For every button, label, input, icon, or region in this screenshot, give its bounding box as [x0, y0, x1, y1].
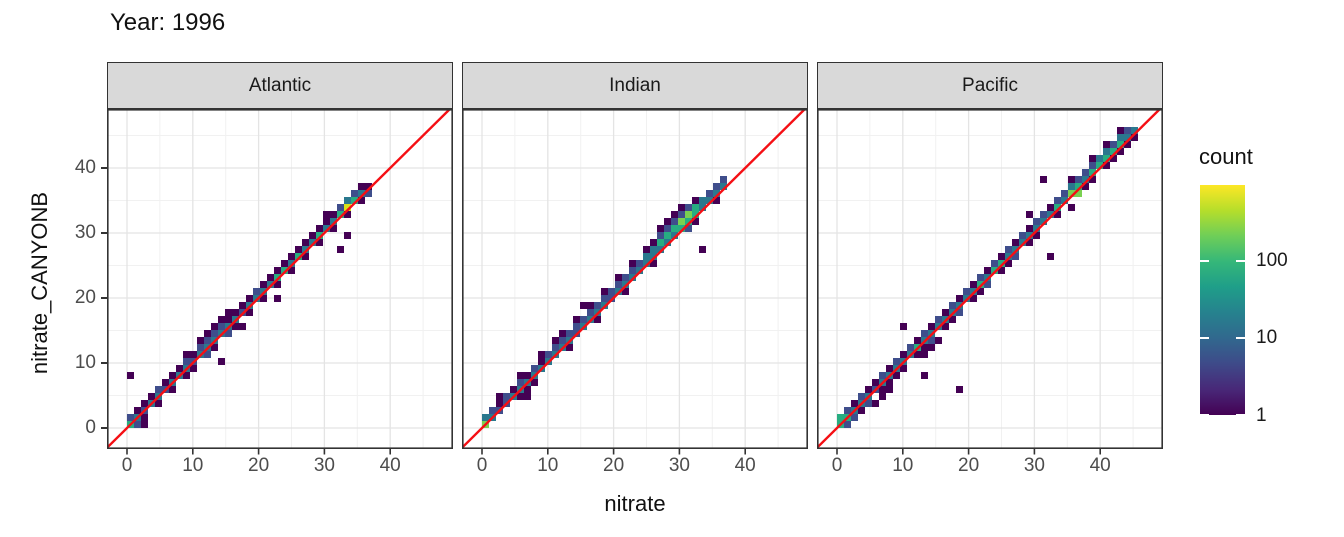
x-tick-label: 40 [1089, 455, 1111, 476]
legend-tick-label: 100 [1256, 250, 1288, 272]
x-tick-label: 0 [476, 455, 488, 476]
identity-line [818, 110, 1161, 448]
plot-title: Year: 1996 [110, 9, 226, 36]
legend-tick-mark [1200, 414, 1209, 416]
x-tick-label: 40 [734, 455, 756, 476]
x-tick-label: 20 [603, 455, 625, 476]
grid-minor-layer [107, 109, 453, 449]
legend-tick-mark [1236, 260, 1245, 262]
facets-container: Atlantic 0 10 20 30 40 Indian 0 10 20 30 40 Pacific 0… [107, 62, 1163, 482]
legend-colorbar [1200, 185, 1245, 415]
x-axis-title: nitrate [604, 491, 666, 516]
facet-pacific: Pacific 0 10 20 30 40 [817, 62, 1163, 482]
y-tick-mark [101, 232, 107, 234]
y-tick-label: 20 [74, 287, 96, 308]
legend-title: count [1199, 144, 1253, 169]
x-tick-label: 0 [831, 455, 843, 476]
facet-panel-atlantic [107, 109, 453, 455]
facet-atlantic: Atlantic 0 10 20 30 40 [107, 62, 453, 482]
y-tick-mark [101, 427, 107, 429]
facet-strip-indian: Indian [462, 62, 808, 109]
legend-tick-label: 10 [1256, 327, 1278, 349]
identity-line [108, 110, 451, 448]
y-tick-label: 30 [74, 222, 96, 243]
grid-major-layer [462, 109, 808, 449]
x-tick-label: 0 [121, 455, 133, 476]
panel-border [817, 109, 1163, 449]
facet-panel-pacific [817, 109, 1163, 455]
identity-line [463, 110, 806, 448]
legend-tick-mark [1236, 414, 1245, 416]
x-tick-label: 30 [668, 455, 690, 476]
x-tick-label: 10 [182, 455, 204, 476]
legend-tick-mark [1200, 337, 1209, 339]
facet-indian: Indian 0 10 20 30 40 [462, 62, 808, 482]
y-tick-label: 10 [74, 352, 96, 373]
legend-tick-mark [1236, 337, 1245, 339]
panel-border [107, 109, 453, 449]
legend-tick-mark [1200, 260, 1209, 262]
x-tick-label: 10 [892, 455, 914, 476]
y-tick-mark [101, 297, 107, 299]
x-tick-label: 10 [537, 455, 559, 476]
y-tick-mark [101, 167, 107, 169]
legend-tick-label: 1 [1256, 404, 1267, 426]
facet-strip-atlantic: Atlantic [107, 62, 453, 109]
x-tick-label: 20 [248, 455, 270, 476]
x-tick-label: 20 [958, 455, 980, 476]
grid-minor-layer [817, 109, 1163, 449]
grid-major-layer [817, 109, 1163, 449]
y-tick-mark [101, 362, 107, 364]
facet-panel-indian [462, 109, 808, 455]
x-tick-label: 30 [313, 455, 335, 476]
panel-border [462, 109, 808, 449]
facet-strip-pacific: Pacific [817, 62, 1163, 109]
grid-minor-layer [462, 109, 808, 449]
y-tick-label: 0 [85, 417, 96, 438]
x-tick-label: 30 [1023, 455, 1045, 476]
x-tick-label: 40 [379, 455, 401, 476]
y-tick-label: 40 [74, 157, 96, 178]
y-axis-title: nitrate_CANYONB [27, 191, 52, 375]
